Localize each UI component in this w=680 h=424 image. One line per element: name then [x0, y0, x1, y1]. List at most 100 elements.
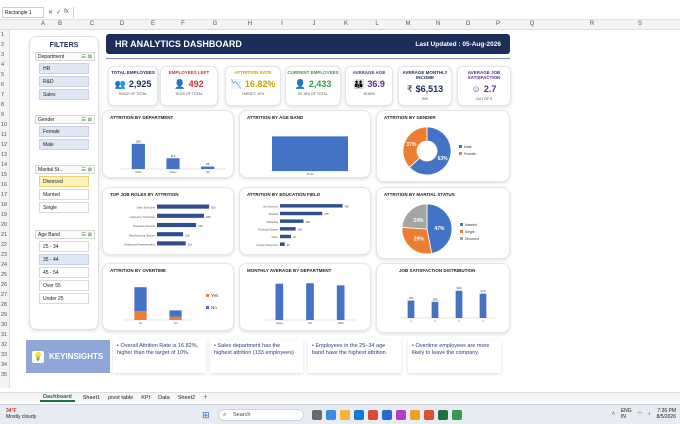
row-header[interactable]: 22 [1, 242, 8, 248]
tab-dashboard[interactable]: Dashboard [40, 394, 75, 402]
card-job-satisfaction[interactable]: JOB SATISFACTION DISTRIBUTION 194 1 180 2 30… [376, 263, 510, 333]
clock[interactable]: 7:36 PM 8/5/2026 [657, 408, 676, 420]
row-header[interactable]: 16 [1, 182, 8, 188]
slicer-item-married[interactable]: Married [39, 189, 89, 200]
column-header[interactable]: J [312, 21, 316, 27]
row-header[interactable]: 23 [1, 252, 8, 258]
row-header[interactable]: 17 [1, 192, 8, 198]
row-header[interactable]: 15 [1, 172, 8, 178]
row-header[interactable]: 24 [1, 262, 8, 268]
column-header[interactable]: A [40, 21, 46, 27]
slicer-item-female[interactable]: Female [39, 126, 89, 137]
column-header[interactable]: P [495, 21, 501, 27]
row-header[interactable]: 7 [1, 92, 5, 98]
row-header[interactable]: 32 [1, 342, 8, 348]
dashboard-header[interactable]: HR ANALYTICS DASHBOARD Last Updated : 05… [106, 34, 510, 54]
row-header[interactable]: 31 [1, 332, 8, 338]
multiselect-icon[interactable]: ☰ [81, 53, 86, 60]
volume-icon[interactable]: ♪ [648, 411, 651, 417]
card-attrition-education[interactable]: ATTRITION BY EDUCATION FIELD Life Scienc… [239, 187, 371, 255]
kpi-card[interactable]: TOTAL EMPLOYEES 👥 2,925 SINCE OF TOTAL [108, 66, 158, 106]
tab-pivot-table[interactable]: pivot table [108, 394, 134, 401]
confirm-icon[interactable]: ✓ [56, 10, 62, 16]
task-view-icon[interactable] [312, 410, 322, 420]
card-attrition-overtime[interactable]: ATTRITION BY OVERTIME No Yes Yes No [102, 263, 234, 331]
card-attrition-gender[interactable]: ATTRITION BY GENDER 63% 37% Male Female [376, 110, 510, 182]
wifi-icon[interactable]: ◠ [637, 411, 643, 417]
slicer-item-rd[interactable]: R&D [39, 76, 89, 87]
row-header[interactable]: 25 [1, 272, 8, 278]
column-header[interactable]: I [281, 21, 283, 27]
card-monthly-income[interactable]: MONTHLY AVERAGE BY DEPARTMENT Sales HR R&D [239, 263, 371, 331]
kpi-card[interactable]: ATTRITION RATE 📉 16.82% TARGET: 10% [225, 66, 281, 106]
column-header[interactable]: G [212, 21, 218, 27]
tab-sheet2[interactable]: Sheet2 [177, 394, 196, 401]
name-box[interactable]: Rectangle 1 [2, 7, 44, 18]
row-header[interactable]: 27 [1, 292, 8, 298]
row-header[interactable]: 20 [1, 222, 8, 228]
app-icon[interactable] [452, 410, 462, 420]
app-icon[interactable] [396, 410, 406, 420]
kpi-card[interactable]: AVERAGE JOB SATISFACTION ☺ 2.7 OUT OF 5 [457, 66, 511, 106]
column-header[interactable]: B [57, 21, 63, 27]
kpi-card[interactable]: CURRENT EMPLOYEES 👤 2,433 83.18% OF TOTAL [285, 66, 341, 106]
row-header[interactable]: 11 [1, 132, 7, 138]
slicer-item-hr[interactable]: HR [39, 63, 89, 74]
file-explorer-icon[interactable] [340, 410, 350, 420]
row-header[interactable]: 2 [1, 42, 5, 48]
tab-kpi[interactable]: KPI [141, 394, 151, 401]
row-header[interactable]: 10 [1, 122, 8, 128]
column-header[interactable]: R [589, 21, 595, 27]
chrome-icon[interactable] [368, 410, 378, 420]
row-header[interactable]: 18 [1, 202, 8, 208]
clear-filter-icon[interactable]: ⊠ [87, 53, 92, 60]
row-header[interactable]: 30 [1, 322, 8, 328]
multiselect-icon[interactable]: ☰ [81, 231, 86, 238]
column-header[interactable]: H [247, 21, 253, 27]
column-header[interactable]: N [435, 21, 441, 27]
slicer-item-35-44[interactable]: 35 - 44 [39, 254, 89, 265]
tab-sheet1[interactable]: Sheet1 [82, 394, 101, 401]
kpi-card[interactable]: AVERAGE AGE 👪 36.9 YEARS [345, 66, 393, 106]
card-attrition-department[interactable]: ATTRITION BY DEPARTMENT 265 R&D 113 Sales 26… [102, 110, 234, 178]
row-header[interactable]: 13 [1, 152, 8, 158]
fx-icon[interactable]: fx [64, 9, 69, 15]
row-header[interactable]: 14 [1, 162, 8, 168]
clear-filter-icon[interactable]: ⊠ [87, 231, 92, 238]
tab-data[interactable]: Data [158, 394, 170, 401]
column-header[interactable]: Q [529, 21, 535, 27]
edge-icon[interactable] [354, 410, 364, 420]
slicer-item-over-55[interactable]: Over 55 [39, 280, 89, 291]
powerpoint-icon[interactable] [424, 410, 434, 420]
card-attrition-ageband[interactable]: ATTRITION BY AGE BAND 25-34 [239, 110, 371, 178]
row-header[interactable]: 35 [1, 372, 8, 378]
clear-filter-icon[interactable]: ⊠ [87, 166, 92, 173]
column-header[interactable]: M [405, 21, 411, 27]
excel-icon[interactable] [438, 410, 448, 420]
cancel-icon[interactable]: ✕ [48, 10, 54, 16]
app-icon[interactable] [410, 410, 420, 420]
row-header[interactable]: 26 [1, 282, 8, 288]
card-top-job-roles[interactable]: TOP JOB ROLES BY ATTRITION Sales Executi… [102, 187, 234, 255]
column-header[interactable]: D [119, 21, 125, 27]
row-header[interactable]: 4 [1, 62, 5, 68]
clear-filter-icon[interactable]: ⊠ [87, 116, 92, 123]
column-header[interactable]: C [89, 21, 95, 27]
row-header[interactable]: 28 [1, 302, 8, 308]
column-header[interactable]: O [465, 21, 471, 27]
row-header[interactable]: 29 [1, 312, 8, 318]
multiselect-icon[interactable]: ☰ [81, 116, 86, 123]
slicer-item-divorced[interactable]: Divorced [39, 176, 89, 187]
row-header[interactable]: 19 [1, 212, 8, 218]
word-icon[interactable] [382, 410, 392, 420]
row-header[interactable]: 34 [1, 362, 8, 368]
row-header[interactable]: 5 [1, 72, 5, 78]
column-header[interactable]: E [150, 21, 156, 27]
row-header[interactable]: 1 [1, 32, 5, 38]
slicer-item-male[interactable]: Male [39, 139, 89, 150]
kpi-card[interactable]: AVERAGE MONTHLY INCOME ₹ $6,513 INR [398, 66, 452, 106]
row-header[interactable]: 6 [1, 82, 5, 88]
column-header[interactable]: K [343, 21, 349, 27]
kpi-card[interactable]: EMPLOYEES LEFT 👤 492 TILES OF TOTAL [160, 66, 218, 106]
slicer-item-25-34[interactable]: 25 - 34 [39, 241, 89, 252]
